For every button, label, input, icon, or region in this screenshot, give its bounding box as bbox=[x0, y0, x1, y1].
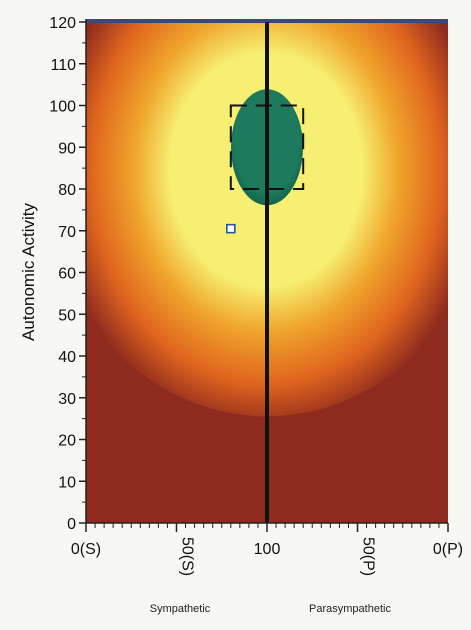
y-tick-label: 50 bbox=[58, 307, 76, 324]
y-tick-label: 110 bbox=[50, 57, 76, 74]
top-border bbox=[86, 19, 448, 23]
y-tick-label: 20 bbox=[58, 433, 76, 450]
y-tick-label: 40 bbox=[58, 349, 76, 366]
y-tick-label: 80 bbox=[58, 182, 76, 199]
x-tick-label: 50(P) bbox=[360, 537, 377, 576]
y-tick-label: 70 bbox=[58, 224, 76, 241]
x-tick-label: 100 bbox=[254, 541, 281, 558]
y-tick-label: 90 bbox=[58, 140, 76, 157]
data-point-marker bbox=[226, 223, 236, 234]
y-tick-label: 30 bbox=[58, 391, 76, 408]
x-tick-label: 0(S) bbox=[71, 541, 101, 558]
y-axis-title: Autonomic Activity bbox=[19, 203, 38, 341]
x-tick-label: 0(P) bbox=[433, 541, 463, 558]
x-tick-label: 50(S) bbox=[179, 537, 196, 576]
y-tick-label: 0 bbox=[67, 516, 76, 533]
y-tick-label: 10 bbox=[58, 474, 76, 491]
sympathetic-label: Sympathetic bbox=[150, 603, 211, 615]
y-tick-label: 100 bbox=[49, 99, 76, 116]
parasympathetic-label: Parasympathetic bbox=[309, 603, 391, 615]
y-tick-label: 60 bbox=[58, 266, 76, 283]
y-tick-label: 120 bbox=[49, 15, 76, 32]
